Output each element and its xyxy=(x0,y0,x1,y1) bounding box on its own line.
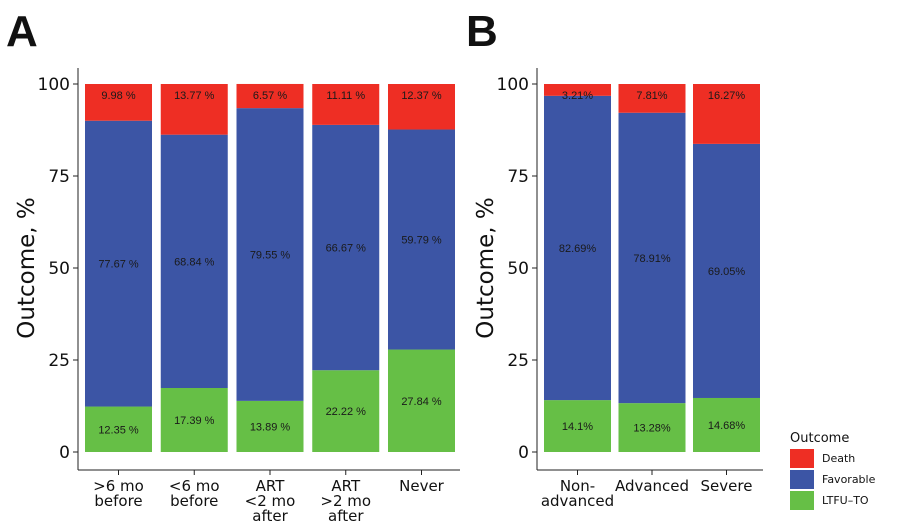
bar-label-a-3-ltfu-to: 22.22 % xyxy=(326,406,367,418)
bar-segment-a-2-death xyxy=(236,83,304,109)
bar-label-a-2-ltfu-to: 13.89 % xyxy=(250,421,291,433)
y-tick-label-a-25: 25 xyxy=(48,351,70,371)
y-tick-label-a-0: 0 xyxy=(59,443,70,463)
chart-panel-a: Outcome, % 0 25 50 75 100 12.35 % 77.67 % 9.98… xyxy=(14,68,460,525)
bar-segment-a-4-death xyxy=(388,84,455,130)
legend-swatch-death xyxy=(790,449,814,468)
legend-swatch-ltfu-to xyxy=(790,491,814,510)
y-tick-label-b-0: 0 xyxy=(518,443,529,463)
bars-b: 14.1% 82.69% 3.21% 13.28% 78.91% 7.81% 14.68% 6… xyxy=(544,84,760,452)
bar-segment-a-3-ltfu-to xyxy=(312,370,380,452)
bar-label-b-1-ltfu-to: 13.28% xyxy=(633,423,671,435)
bar-label-b-2-death: 16.27% xyxy=(708,90,746,102)
legend-label-favorable: Favorable xyxy=(822,473,876,486)
x-tick-label-a-4-0: Never xyxy=(399,477,445,495)
bar-segment-a-4-favorable xyxy=(388,129,455,350)
x-tick-label-a-3-2: after xyxy=(328,507,364,525)
legend-label-ltfu-to: LTFU–TO xyxy=(822,494,869,507)
bar-segment-a-1-ltfu-to xyxy=(160,388,228,452)
bar-label-a-3-favorable: 66.67 % xyxy=(326,243,367,255)
bar-label-a-4-ltfu-to: 27.84 % xyxy=(401,396,442,408)
legend-title: Outcome xyxy=(790,431,849,446)
bar-segment-a-3-favorable xyxy=(312,124,380,371)
bar-label-a-4-death: 12.37 % xyxy=(401,90,442,102)
bar-label-b-0-ltfu-to: 14.1% xyxy=(562,421,593,433)
bar-segment-b-1-ltfu-to xyxy=(618,403,686,452)
bar-segment-a-0-death xyxy=(85,84,152,121)
bar-label-b-1-death: 7.81% xyxy=(636,90,667,102)
axes-a xyxy=(77,68,460,471)
x-tick-label-a-1-0: <6 mo xyxy=(169,477,220,495)
bar-segment-a-0-favorable xyxy=(85,120,152,407)
bar-segment-b-2-ltfu-to xyxy=(693,397,760,452)
bar-segment-b-0-favorable xyxy=(544,95,611,401)
bar-label-a-1-death: 13.77 % xyxy=(174,90,215,102)
bar-label-a-2-favorable: 79.55 % xyxy=(250,250,291,262)
bar-segment-b-2-favorable xyxy=(693,143,760,398)
bar-segment-a-4-ltfu-to xyxy=(388,349,455,452)
bar-label-a-0-ltfu-to: 12.35 % xyxy=(98,424,139,436)
y-tick-label-b-50: 50 xyxy=(507,259,529,279)
bar-label-b-1-favorable: 78.91% xyxy=(633,253,671,265)
panel-letter-a: A xyxy=(6,7,38,56)
bar-label-b-2-ltfu-to: 14.68% xyxy=(708,420,746,432)
x-tick-label-b-0-1: advanced xyxy=(541,492,614,510)
bar-label-a-1-favorable: 68.84 % xyxy=(174,256,215,268)
bar-segment-a-0-ltfu-to xyxy=(85,406,152,452)
axes-b xyxy=(536,68,763,471)
legend-label-death: Death xyxy=(822,452,855,465)
y-tick-label-b-100: 100 xyxy=(497,75,529,95)
x-tick-label-a-0-0: >6 mo xyxy=(93,477,144,495)
x-tick-label-b-2-0: Severe xyxy=(701,477,753,495)
y-axis-label-a: Outcome, % xyxy=(14,197,40,338)
bar-label-a-3-death: 11.11 % xyxy=(326,90,365,102)
y-tick-label-b-75: 75 xyxy=(507,167,529,187)
bar-segment-b-0-ltfu-to xyxy=(544,400,611,452)
bar-segment-b-1-death xyxy=(618,84,686,113)
bar-segment-a-2-favorable xyxy=(236,108,304,401)
x-tick-label-a-2-2: after xyxy=(252,507,288,525)
x-tick-label-a-0-1: before xyxy=(94,492,142,510)
x-tick-label-a-3-1: >2 mo xyxy=(320,492,371,510)
bar-label-b-0-favorable: 82.69% xyxy=(559,243,597,255)
bars-a: 12.35 % 77.67 % 9.98 % 17.39 % 68.84 % 13.77 … xyxy=(85,83,455,452)
bar-segment-a-1-favorable xyxy=(160,134,228,389)
x-tick-label-a-1-1: before xyxy=(170,492,218,510)
y-tick-label-a-100: 100 xyxy=(38,75,70,95)
bar-label-a-4-favorable: 59.79 % xyxy=(401,235,442,247)
bar-segment-b-0-death xyxy=(544,84,611,96)
bar-segment-b-1-favorable xyxy=(618,112,686,404)
chart-panel-b: Outcome, % 0 25 50 75 100 14.1% 82.69% 3.21% 13… xyxy=(473,68,763,510)
y-tick-label-b-25: 25 xyxy=(507,351,529,371)
bar-label-a-1-ltfu-to: 17.39 % xyxy=(174,415,215,427)
bar-segment-a-2-ltfu-to xyxy=(236,400,304,452)
bar-segment-b-2-death xyxy=(693,84,760,144)
bar-label-a-2-death: 6.57 % xyxy=(253,90,287,102)
y-axis-label-b: Outcome, % xyxy=(473,197,499,338)
y-axis-ticks-b: 0 25 50 75 100 xyxy=(497,75,537,463)
bar-label-b-0-death: 3.21% xyxy=(562,90,593,102)
legend-swatch-favorable xyxy=(790,470,814,489)
x-tick-label-a-2-0: ART xyxy=(256,477,286,495)
x-tick-label-b-0-0: Non- xyxy=(560,477,595,495)
legend: Outcome Death Favorable LTFU–TO xyxy=(790,431,876,510)
y-tick-label-a-75: 75 xyxy=(48,167,70,187)
x-tick-label-a-3-0: ART xyxy=(331,477,361,495)
bar-label-a-0-death: 9.98 % xyxy=(101,90,135,102)
bar-label-a-0-favorable: 77.67 % xyxy=(98,259,139,271)
y-tick-label-a-50: 50 xyxy=(48,259,70,279)
panel-letter-b: B xyxy=(466,7,498,56)
y-axis-ticks-a: 0 25 50 75 100 xyxy=(38,75,78,463)
bar-segment-a-1-death xyxy=(160,84,228,135)
bar-label-b-2-favorable: 69.05% xyxy=(708,266,746,278)
x-tick-label-b-1-0: Advanced xyxy=(615,477,689,495)
x-tick-label-a-2-1: <2 mo xyxy=(245,492,296,510)
bar-segment-a-3-death xyxy=(312,84,380,125)
